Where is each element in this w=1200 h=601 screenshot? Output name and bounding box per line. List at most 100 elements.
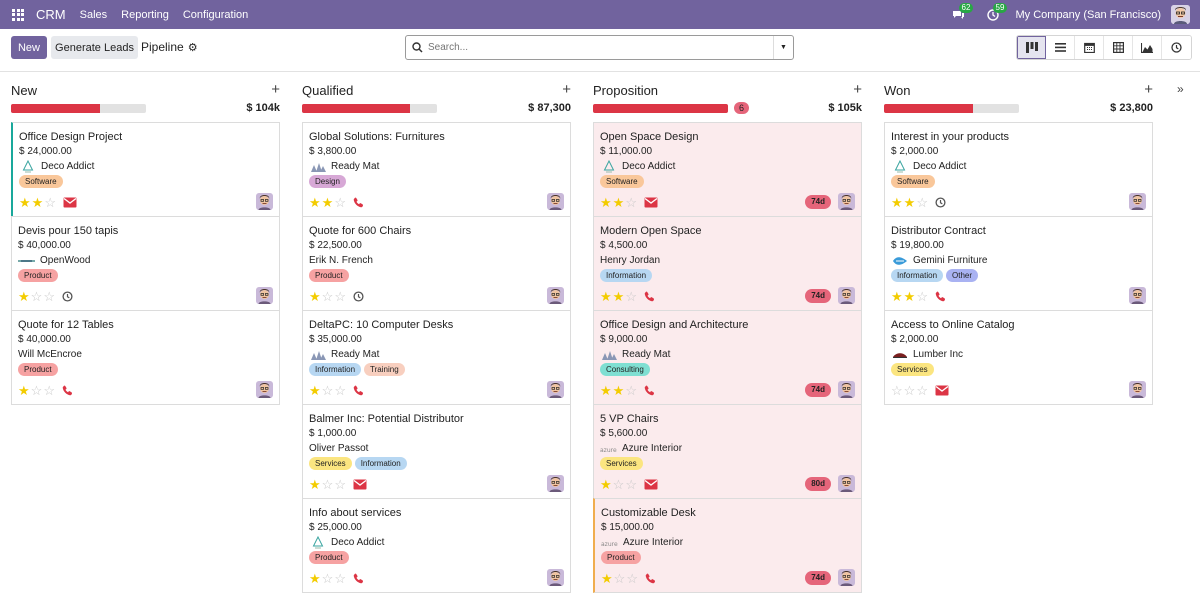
salesperson-avatar[interactable] xyxy=(256,193,273,210)
apps-menu-icon[interactable] xyxy=(0,0,36,29)
opportunity-card[interactable]: Quote for 12 Tables $ 40,000.00 Will McEnc… xyxy=(11,310,280,405)
priority-star-icon[interactable]: ★ xyxy=(612,382,625,398)
clock-icon[interactable] xyxy=(353,290,364,302)
priority-star-icon[interactable]: ★ xyxy=(612,194,625,210)
column-title[interactable]: Won xyxy=(884,83,911,98)
salesperson-avatar[interactable] xyxy=(1129,193,1146,210)
envelope-icon[interactable] xyxy=(935,385,949,396)
priority-star-icon[interactable]: ☆ xyxy=(334,288,346,304)
priority-star-icon[interactable]: ★ xyxy=(309,570,321,586)
opportunity-card[interactable]: Open Space Design $ 11,000.00 Deco Addict S… xyxy=(593,122,862,217)
list-view-button[interactable] xyxy=(1046,36,1075,59)
priority-star-icon[interactable]: ★ xyxy=(309,476,321,492)
priority-star-icon[interactable]: ★ xyxy=(903,194,916,210)
salesperson-avatar[interactable] xyxy=(256,287,273,304)
new-button[interactable]: New xyxy=(11,36,47,59)
menu-configuration[interactable]: Configuration xyxy=(182,8,249,21)
envelope-icon[interactable] xyxy=(644,479,658,490)
menu-reporting[interactable]: Reporting xyxy=(121,8,169,21)
priority-star-icon[interactable]: ☆ xyxy=(334,570,346,586)
opportunity-card[interactable]: Balmer Inc: Potential Distributor $ 1,000… xyxy=(302,404,571,499)
salesperson-avatar[interactable] xyxy=(838,381,855,398)
opportunity-card[interactable]: Modern Open Space $ 4,500.00 Henry Jordan I… xyxy=(593,216,862,311)
add-card-icon[interactable]: + xyxy=(562,81,571,98)
priority-star-icon[interactable]: ☆ xyxy=(626,570,638,586)
column-progress-bar[interactable] xyxy=(593,104,728,113)
fold-columns-icon[interactable]: » xyxy=(1177,82,1184,96)
priority-star-icon[interactable]: ☆ xyxy=(625,382,637,398)
graph-view-button[interactable] xyxy=(1133,36,1162,59)
priority-star-icon[interactable]: ☆ xyxy=(30,382,43,398)
opportunity-card[interactable]: Devis pour 150 tapis $ 40,000.00 OpenWood P… xyxy=(11,216,280,311)
priority-star-icon[interactable]: ★ xyxy=(600,382,612,398)
priority-star-icon[interactable]: ★ xyxy=(19,194,31,210)
add-card-icon[interactable]: + xyxy=(271,81,280,98)
priority-star-icon[interactable]: ☆ xyxy=(625,194,637,210)
activities-button[interactable]: 59 xyxy=(982,2,1008,24)
clock-icon[interactable] xyxy=(62,290,73,302)
priority-star-icon[interactable]: ★ xyxy=(891,288,903,304)
opportunity-card[interactable]: Access to Online Catalog $ 2,000.00 Lumber… xyxy=(884,310,1153,405)
opportunity-card[interactable]: 5 VP Chairs $ 5,600.00 azure Azure Interior… xyxy=(593,404,862,499)
priority-star-icon[interactable]: ★ xyxy=(600,476,612,492)
salesperson-avatar[interactable] xyxy=(547,569,564,586)
priority-star-icon[interactable]: ★ xyxy=(321,194,334,210)
salesperson-avatar[interactable] xyxy=(1129,287,1146,304)
priority-star-icon[interactable]: ★ xyxy=(612,288,625,304)
priority-star-icon[interactable]: ★ xyxy=(309,382,321,398)
priority-star-icon[interactable]: ☆ xyxy=(44,194,56,210)
priority-star-icon[interactable]: ☆ xyxy=(334,382,346,398)
salesperson-avatar[interactable] xyxy=(547,475,564,492)
priority-star-icon[interactable]: ★ xyxy=(309,194,321,210)
app-name[interactable]: CRM xyxy=(36,7,66,22)
salesperson-avatar[interactable] xyxy=(838,569,855,586)
phone-icon[interactable] xyxy=(935,291,946,302)
clock-icon[interactable] xyxy=(935,196,946,208)
phone-icon[interactable] xyxy=(353,385,364,396)
priority-star-icon[interactable]: ☆ xyxy=(612,476,625,492)
priority-star-icon[interactable]: ★ xyxy=(891,194,903,210)
priority-star-icon[interactable]: ★ xyxy=(903,288,916,304)
priority-star-icon[interactable]: ☆ xyxy=(321,288,334,304)
opportunity-card[interactable]: Interest in your products $ 2,000.00 Deco … xyxy=(884,122,1153,217)
generate-leads-button[interactable]: Generate Leads xyxy=(51,36,138,59)
messages-button[interactable]: 62 xyxy=(948,2,974,24)
priority-star-icon[interactable]: ☆ xyxy=(891,382,903,398)
priority-star-icon[interactable]: ☆ xyxy=(321,476,334,492)
envelope-icon[interactable] xyxy=(353,479,367,490)
envelope-icon[interactable] xyxy=(644,197,658,208)
user-avatar[interactable] xyxy=(1171,5,1190,24)
priority-star-icon[interactable]: ☆ xyxy=(43,382,55,398)
priority-star-icon[interactable]: ★ xyxy=(309,288,321,304)
activity-view-button[interactable] xyxy=(1162,36,1191,59)
priority-star-icon[interactable]: ☆ xyxy=(903,382,916,398)
column-title[interactable]: Qualified xyxy=(302,83,354,98)
salesperson-avatar[interactable] xyxy=(256,381,273,398)
salesperson-avatar[interactable] xyxy=(838,287,855,304)
calendar-view-button[interactable] xyxy=(1075,36,1104,59)
priority-star-icon[interactable]: ☆ xyxy=(334,194,346,210)
opportunity-card[interactable]: DeltaPC: 10 Computer Desks $ 35,000.00 Rea… xyxy=(302,310,571,405)
pivot-view-button[interactable] xyxy=(1104,36,1133,59)
opportunity-card[interactable]: Distributor Contract $ 19,800.00 Gemini Fu… xyxy=(884,216,1153,311)
salesperson-avatar[interactable] xyxy=(1129,381,1146,398)
priority-star-icon[interactable]: ☆ xyxy=(43,288,55,304)
priority-star-icon[interactable]: ☆ xyxy=(625,288,637,304)
column-title[interactable]: Proposition xyxy=(593,83,659,98)
priority-star-icon[interactable]: ☆ xyxy=(916,382,928,398)
priority-star-icon[interactable]: ★ xyxy=(18,288,30,304)
phone-icon[interactable] xyxy=(353,197,364,208)
priority-star-icon[interactable]: ☆ xyxy=(916,194,928,210)
envelope-icon[interactable] xyxy=(63,197,77,208)
column-progress-bar[interactable] xyxy=(884,104,1019,113)
opportunity-card[interactable]: Global Solutions: Furnitures $ 3,800.00 Re… xyxy=(302,122,571,217)
priority-star-icon[interactable]: ★ xyxy=(600,194,612,210)
priority-star-icon[interactable]: ★ xyxy=(601,570,613,586)
salesperson-avatar[interactable] xyxy=(838,193,855,210)
opportunity-card[interactable]: Office Design Project $ 24,000.00 Deco Add… xyxy=(11,122,280,217)
salesperson-avatar[interactable] xyxy=(547,381,564,398)
column-progress-bar[interactable] xyxy=(11,104,146,113)
add-card-icon[interactable]: + xyxy=(1144,81,1153,98)
kanban-view-button[interactable] xyxy=(1017,36,1046,59)
priority-star-icon[interactable]: ☆ xyxy=(625,476,637,492)
